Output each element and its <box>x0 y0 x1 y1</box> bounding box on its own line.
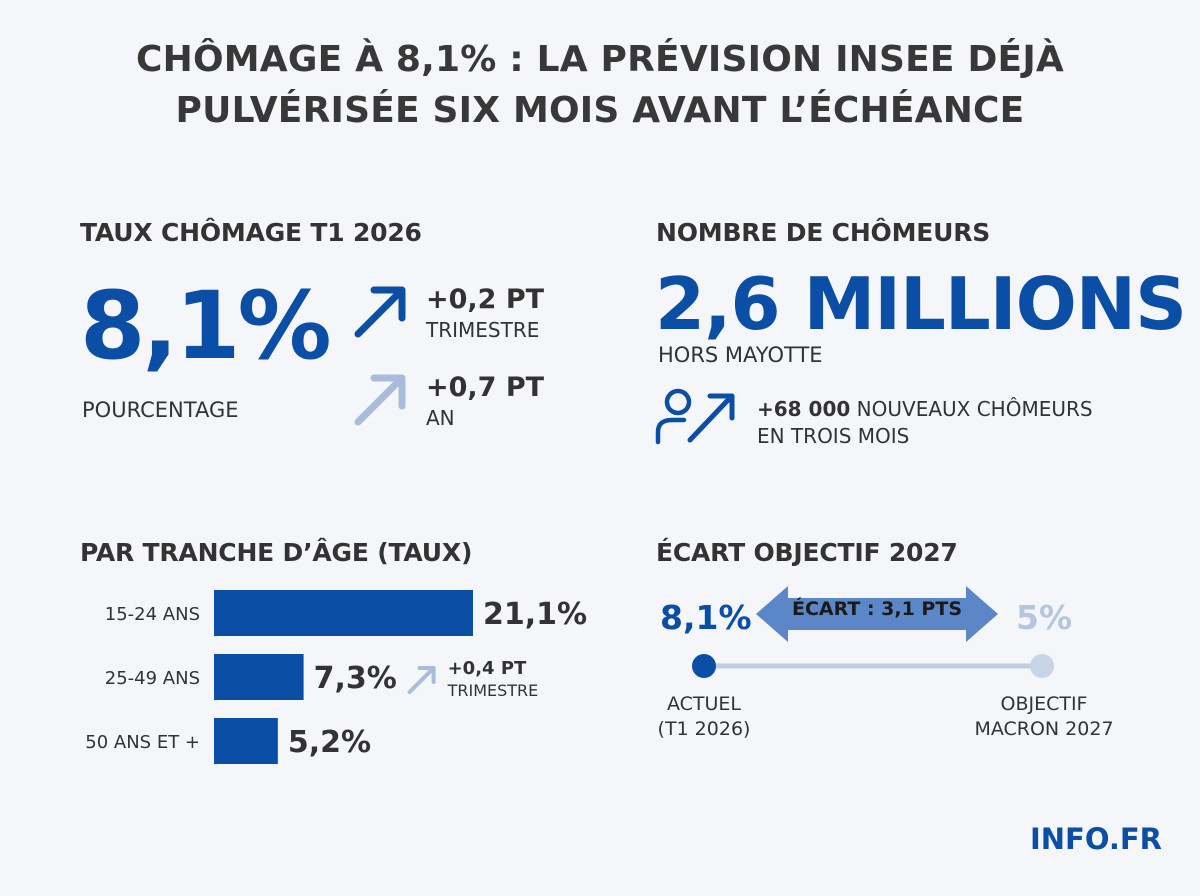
brand-logo: INFO.FR <box>1029 822 1162 856</box>
new-unemployed-period: EN TROIS MOIS <box>757 424 910 448</box>
rate-heading: TAUX CHÔMAGE T1 2026 <box>80 218 422 247</box>
value-label: 5,2% <box>288 725 371 760</box>
annotation-arrow-icon <box>407 666 436 694</box>
arrow-up-right-icon <box>354 286 406 338</box>
quarter-change-value: +0,2 PT <box>426 284 545 315</box>
gap-timeline <box>692 654 1054 678</box>
bar <box>214 654 304 700</box>
category-label: 50 ANS ET + <box>85 732 200 753</box>
value-label: 7,3% <box>314 661 397 696</box>
actual-label-line-2: (T1 2026) <box>657 718 751 740</box>
new-unemployed-text: +68 000 NOUVEAUX CHÔMEURS EN TROIS MOIS <box>757 396 1093 450</box>
value-label: 21,1% <box>483 597 587 632</box>
target-label-line-1: OBJECTIF <box>1000 693 1088 715</box>
year-change-label: AN <box>426 406 455 430</box>
page-title: CHÔMAGE À 8,1% : LA PRÉVISION INSEE DÉJÀ… <box>0 34 1200 136</box>
arrow-up-right-light-icon <box>354 374 406 426</box>
gap-target-value: 5% <box>1016 598 1073 637</box>
annotation-value: +0,4 PT <box>448 658 527 679</box>
target-marker <box>1030 654 1054 678</box>
year-change-value: +0,7 PT <box>426 372 545 403</box>
gap-double-arrow-icon <box>756 586 998 642</box>
gap-label: ÉCART : 3,1 PTS <box>791 598 963 620</box>
category-label: 15-24 ANS <box>105 604 200 625</box>
gap-actual-value: 8,1% <box>660 598 752 637</box>
target-label-line-2: MACRON 2027 <box>974 718 1114 740</box>
rate-value: 8,1% <box>80 272 332 381</box>
title-line-2: PULVÉRISÉE SIX MOIS AVANT L’ÉCHÉANCE <box>175 90 1025 131</box>
count-note: HORS MAYOTTE <box>658 343 823 367</box>
count-value: 2,6 MILLIONS <box>655 262 1187 346</box>
category-label: 25-49 ANS <box>105 668 200 689</box>
quarter-change-label: TRIMESTRE <box>426 318 540 342</box>
title-line-1: CHÔMAGE À 8,1% : LA PRÉVISION INSEE DÉJÀ <box>136 39 1064 80</box>
rate-unit: POURCENTAGE <box>82 398 239 422</box>
new-unemployed-value: +68 000 <box>757 397 851 421</box>
count-heading: NOMBRE DE CHÔMEURS <box>656 218 991 247</box>
actual-marker <box>692 654 716 678</box>
actual-label: ACTUEL (T1 2026) <box>644 692 764 742</box>
age-bar-chart: 15-24 ANS 21,1% 25-49 ANS 7,3% +0,4 PT TRIMES… <box>85 590 587 764</box>
target-label: OBJECTIF MACRON 2027 <box>960 692 1128 742</box>
chart-title: PAR TRANCHE D’ÂGE (TAUX) <box>80 538 473 567</box>
person-up-arrow-icon <box>655 388 735 445</box>
bar <box>214 718 278 764</box>
annotation-label: TRIMESTRE <box>447 681 539 700</box>
new-unemployed-label: NOUVEAUX CHÔMEURS <box>856 397 1093 421</box>
bar <box>214 590 473 636</box>
actual-label-line-1: ACTUEL <box>666 693 742 715</box>
gap-heading: ÉCART OBJECTIF 2027 <box>656 538 958 567</box>
